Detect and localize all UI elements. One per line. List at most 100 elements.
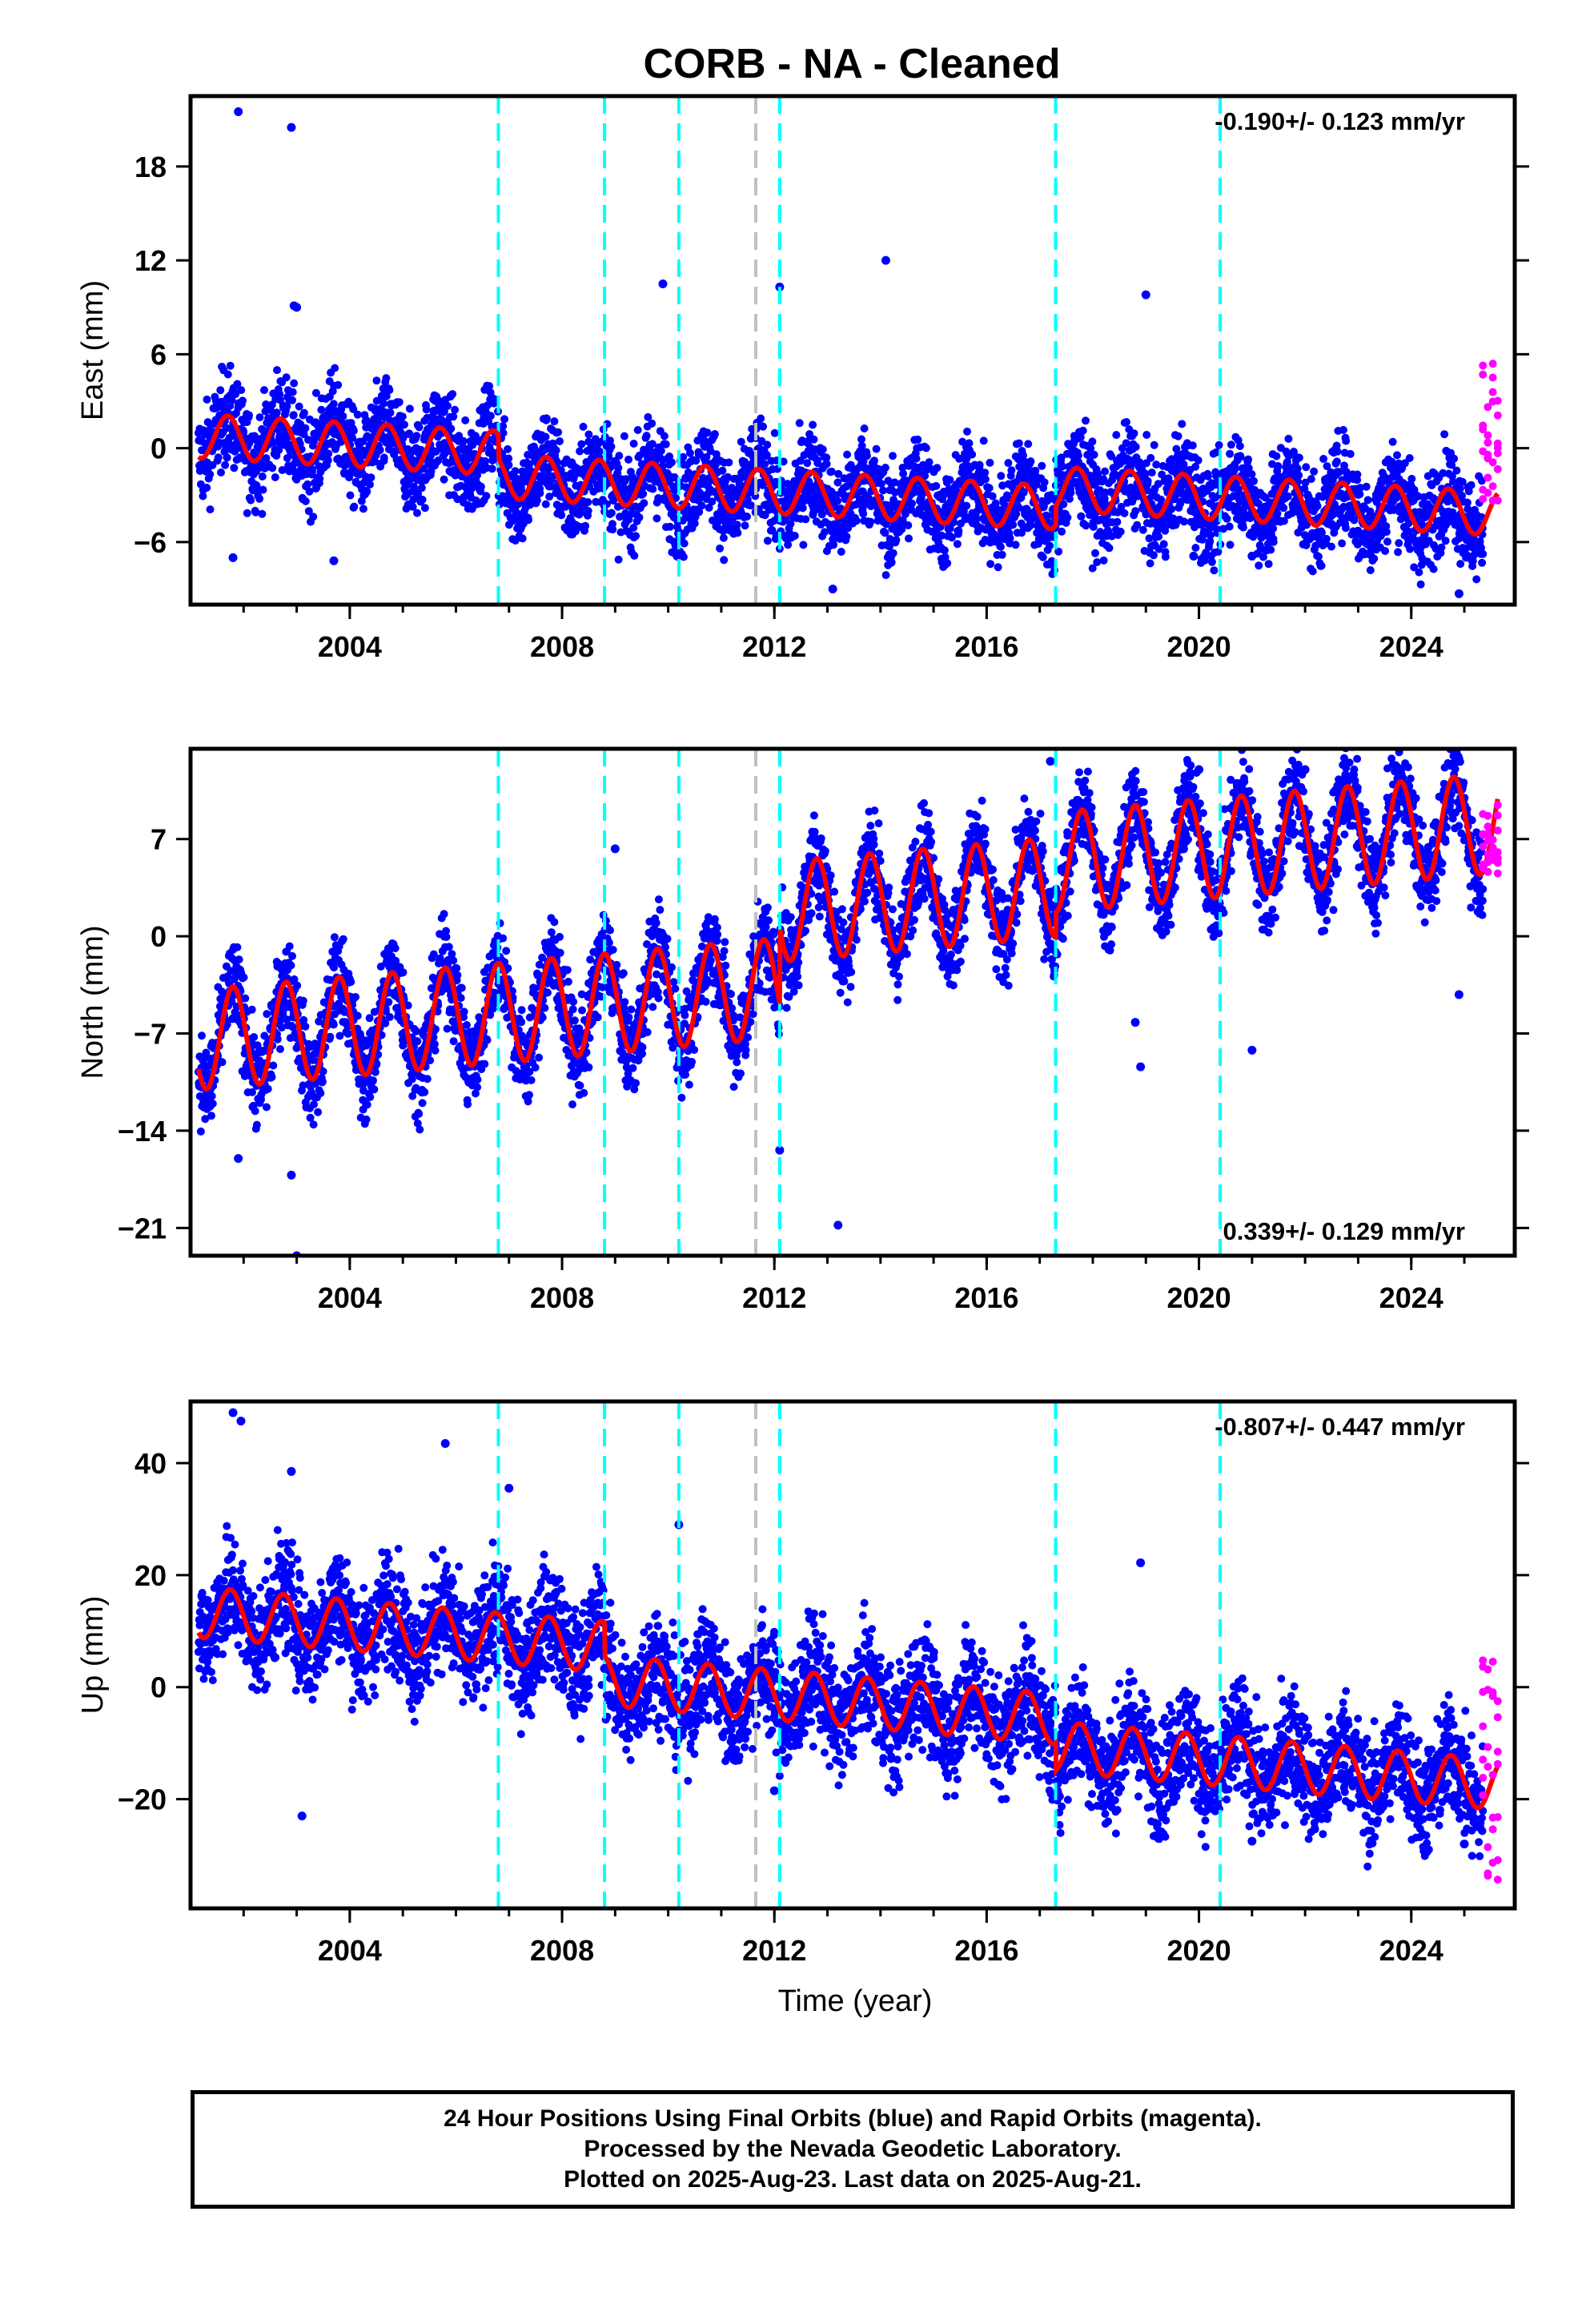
final-orbit-point [268, 464, 277, 472]
final-orbit-point [615, 452, 624, 460]
final-orbit-point [988, 492, 997, 501]
outlier-point [658, 279, 668, 288]
final-orbit-point [339, 935, 347, 943]
final-orbit-point [1225, 522, 1234, 531]
final-orbit-point [488, 464, 496, 473]
final-orbit-point [968, 450, 977, 459]
final-orbit-point [301, 424, 310, 432]
final-orbit-point [283, 402, 291, 411]
final-orbit-point [1007, 466, 1016, 475]
final-orbit-point [1077, 512, 1086, 521]
panel-north: 2004 2008 2012 2016 2020 2024−21−14−707North … [76, 746, 1529, 1314]
final-orbit-point [1255, 561, 1263, 570]
final-orbit-point [761, 460, 769, 468]
final-orbit-point [255, 413, 264, 422]
final-orbit-point [552, 446, 560, 455]
final-orbit-point [737, 437, 745, 446]
final-orbit-point [705, 504, 713, 512]
outlier-point [234, 107, 243, 117]
final-orbit-point [1479, 549, 1488, 558]
final-orbit-point [267, 1073, 276, 1081]
final-orbit-point [459, 436, 468, 445]
rapid-orbit-point [1493, 411, 1502, 420]
final-orbit-point [299, 996, 307, 1005]
final-orbit-point [1274, 462, 1283, 470]
final-orbit-point [1131, 443, 1140, 451]
final-orbit-point [451, 405, 460, 414]
final-orbit-point [1393, 451, 1401, 460]
final-orbit-point [1143, 476, 1152, 485]
final-orbit-point [953, 540, 962, 549]
final-orbit-point [579, 422, 588, 431]
final-orbit-point [1024, 440, 1033, 448]
final-orbit-point [262, 400, 271, 408]
final-orbit-point [747, 501, 756, 510]
final-orbit-point [1178, 420, 1186, 428]
rapid-orbit-point [1484, 473, 1492, 482]
final-orbit-point [1161, 553, 1170, 561]
final-orbit-point [1441, 537, 1450, 545]
rapid-orbit-point [1488, 360, 1497, 368]
final-orbit-point [719, 533, 728, 542]
final-orbit-point [621, 475, 630, 484]
final-orbit-point [1346, 449, 1355, 458]
final-orbit-point [1307, 475, 1315, 484]
final-orbit-point [245, 411, 253, 420]
final-orbit-point [288, 396, 296, 404]
outlier-point [1189, 551, 1199, 561]
final-orbit-point [1388, 437, 1397, 446]
final-orbit-point [1146, 453, 1155, 462]
y-tick-label: −6 [134, 526, 167, 559]
east-rate-label: -0.190+/- 0.123 mm/yr [1215, 107, 1465, 135]
final-orbit-point [1332, 457, 1341, 466]
final-orbit-point [1058, 527, 1066, 536]
final-orbit-point [1231, 464, 1239, 472]
final-orbit-point [1429, 565, 1438, 573]
final-orbit-point [716, 544, 725, 553]
final-orbit-point [299, 408, 308, 417]
x-tick-label: 2024 [1379, 630, 1443, 663]
rapid-orbit-point [1484, 489, 1492, 497]
final-orbit-point [1395, 539, 1403, 548]
final-orbit-point [251, 1107, 259, 1116]
final-orbit-point [1295, 453, 1303, 462]
final-orbit-point [859, 509, 868, 518]
final-orbit-point [1405, 454, 1414, 462]
final-orbit-point [440, 449, 449, 458]
outlier-point [287, 123, 296, 132]
final-orbit-point [892, 536, 901, 545]
outlier-point [1247, 551, 1257, 561]
final-orbit-point [1120, 509, 1129, 517]
final-orbit-point [1159, 540, 1168, 549]
final-orbit-point [620, 432, 628, 440]
final-orbit-point [985, 484, 994, 493]
final-orbit-point [353, 410, 362, 419]
final-orbit-point [798, 504, 807, 513]
final-orbit-point [904, 521, 913, 529]
final-orbit-point [382, 374, 391, 383]
final-orbit-point [1063, 513, 1072, 522]
final-orbit-point [1203, 472, 1212, 480]
final-orbit-point [660, 432, 669, 440]
final-orbit-point [1141, 469, 1150, 478]
final-orbit-point [779, 457, 788, 466]
final-orbit-point [299, 430, 308, 439]
final-orbit-point [635, 513, 644, 522]
east-final-orbit-points [194, 107, 1488, 598]
final-orbit-point [986, 458, 994, 467]
final-orbit-point [223, 370, 232, 379]
final-orbit-point [301, 1022, 310, 1031]
final-orbit-point [1174, 432, 1182, 440]
final-orbit-point [813, 459, 822, 468]
final-orbit-point [881, 464, 889, 472]
final-orbit-point [285, 942, 294, 951]
final-orbit-point [1116, 527, 1125, 536]
final-orbit-point [584, 498, 592, 506]
final-orbit-point [1450, 454, 1459, 463]
final-orbit-point [263, 1084, 272, 1093]
final-orbit-point [1078, 426, 1087, 435]
final-orbit-point [545, 493, 554, 501]
final-orbit-point [925, 458, 934, 467]
final-orbit-point [239, 396, 247, 405]
